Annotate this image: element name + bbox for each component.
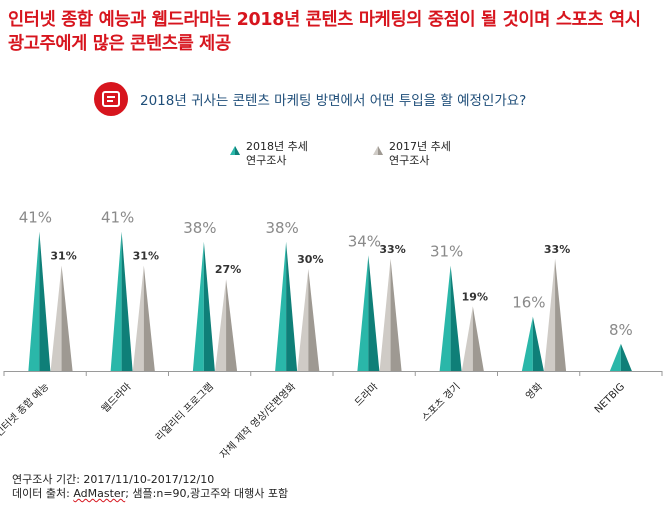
data-label-2017: 19%	[462, 290, 488, 303]
document-icon	[94, 82, 128, 116]
bar-2018	[357, 255, 380, 371]
headline: 인터넷 종합 예능과 웹드라마는 2018년 콘텐츠 마케팅의 중점이 될 것이…	[8, 10, 641, 54]
data-label-2018: 38%	[265, 219, 298, 237]
category-label: 스포츠 경기	[419, 380, 463, 424]
legend-swatch-2018	[230, 146, 240, 155]
footnote-period: 연구조사 기간: 2017/11/10-2017/12/10	[12, 473, 215, 486]
data-label-2018: 8%	[609, 321, 633, 339]
footnote-source-suffix: ; 샘플:n=90,광고주와 대행사 포함	[125, 487, 289, 500]
category-label: 영화	[523, 381, 545, 403]
data-label-2018: 16%	[512, 294, 545, 312]
bar-2017	[50, 265, 73, 371]
bar-chart: 41% 31% 인터넷 종합 예능 41% 31% 웹드라마 38% 27% 리얼리티 프로그램…	[0, 209, 663, 461]
category-label: NETBIG	[593, 381, 627, 415]
data-label-2017: 27%	[215, 263, 241, 276]
legend-label-2018-line2: 연구조사	[246, 154, 287, 167]
question-text: 2018년 귀사는 콘텐츠 마케팅 방면에서 어떤 투입을 할 예정인가요?	[140, 93, 527, 109]
data-label-2017: 33%	[544, 243, 570, 256]
bar-2017	[544, 258, 567, 371]
footnote-source-name: AdMaster	[73, 487, 126, 500]
footnote-source-prefix: 데이터 출처:	[12, 487, 74, 500]
question-banner: 2018년 귀사는 콘텐츠 마케팅 방면에서 어떤 투입을 할 예정인가요?	[94, 82, 654, 116]
category-label: 자체 제작 영상/단편영화	[218, 381, 298, 461]
bar-2018	[110, 231, 133, 371]
legend-swatch-2017	[373, 146, 383, 155]
footnote: 연구조사 기간: 2017/11/10-2017/12/10 데이터 출처: A…	[12, 473, 288, 501]
data-label-2017: 33%	[379, 243, 405, 256]
data-label-2017: 30%	[297, 253, 323, 266]
category-label: 인터넷 종합 예능	[0, 381, 51, 440]
data-label-2018: 41%	[101, 209, 134, 227]
category-label: 드라마	[352, 381, 380, 409]
category-label: 리얼리티 프로그램	[153, 381, 216, 444]
bar-2018	[275, 241, 298, 371]
footnote-source: 데이터 출처: AdMaster; 샘플:n=90,광고주와 대행사 포함	[12, 487, 288, 501]
data-label-2018: 41%	[19, 209, 52, 227]
bar-2018	[192, 241, 215, 371]
bar-2018	[609, 343, 632, 371]
bar-2017	[215, 279, 238, 371]
legend-label-2017-line1: 2017년 추세	[389, 140, 451, 153]
data-label-2018: 34%	[348, 232, 381, 250]
bar-2017	[379, 258, 402, 371]
bar-2018	[28, 231, 51, 371]
data-label-2017: 31%	[133, 250, 159, 263]
data-label-2018: 38%	[183, 219, 216, 237]
bar-2017	[297, 269, 320, 371]
bar-2017	[461, 306, 484, 371]
category-label: 웹드라마	[99, 381, 134, 416]
bar-2018	[439, 265, 462, 371]
bar-2018	[521, 316, 544, 371]
data-label-2018: 31%	[430, 243, 463, 261]
legend-label-2017-line2: 연구조사	[389, 154, 430, 167]
data-label-2017: 31%	[50, 250, 76, 263]
bar-2017	[132, 265, 155, 371]
legend-label-2018-line1: 2018년 추세	[246, 140, 308, 153]
